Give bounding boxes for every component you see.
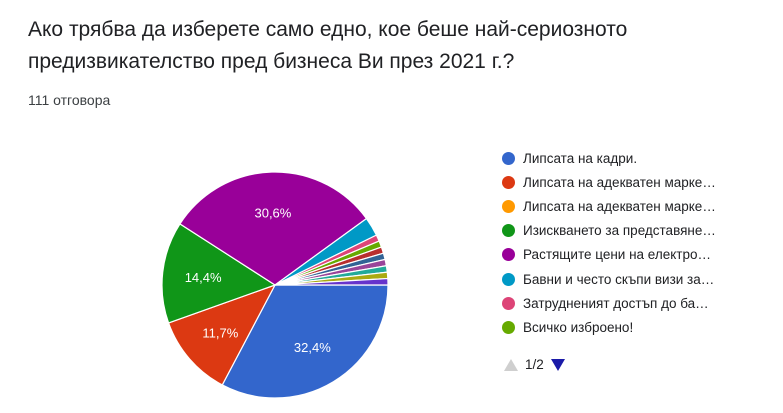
chart-legend: Липсата на кадри. Липсата на адекватен ма… [502, 146, 752, 340]
legend-item[interactable]: Растящите цени на електро… [502, 243, 752, 267]
legend-label: Изискването за представяне… [523, 223, 716, 239]
legend-label: Бавни и често скъпи визи за… [523, 271, 715, 287]
slice-label: 14,4% [185, 270, 222, 285]
legend-color-dot [502, 175, 515, 189]
legend-color-dot [502, 199, 515, 213]
legend-color-dot [502, 320, 515, 334]
legend-pager: 1/2 [504, 357, 565, 372]
legend-item[interactable]: Липсата на адекватен марке… [502, 194, 752, 218]
legend-label: Растящите цени на електро… [523, 247, 711, 263]
slice-label: 11,7% [202, 325, 238, 340]
slice-label: 30,6% [254, 206, 291, 221]
pie-slice[interactable] [274, 277, 389, 286]
question-title: Ако трябва да изберете само едно, кое бе… [28, 18, 628, 73]
legend-label: Затрудненият достъп до ба… [523, 295, 709, 311]
legend-label: Липсата на кадри. [523, 150, 638, 166]
legend-item[interactable]: Изискването за представяне… [502, 219, 752, 243]
pie-slice[interactable] [221, 284, 389, 399]
legend-color-dot [502, 296, 515, 310]
legend-item[interactable]: Липсата на адекватен марке… [502, 170, 752, 194]
legend-item[interactable]: Всичко изброено! [502, 315, 752, 339]
legend-label: Липсата на адекватен марке… [523, 174, 716, 190]
pie-slice[interactable] [179, 171, 368, 286]
legend-item[interactable]: Бавни и често скъпи визи за… [502, 267, 752, 291]
legend-item[interactable]: Липсата на кадри. [502, 146, 752, 170]
pie-chart: 32,4% 11,7% 14,4% 30,6% [161, 171, 389, 399]
pie-slice[interactable] [161, 223, 277, 324]
legend-color-dot [502, 272, 515, 286]
legend-color-dot [502, 151, 515, 165]
legend-color-dot [502, 224, 515, 238]
legend-label: Всичко изброено! [523, 319, 634, 335]
response-count: 111 отговора [28, 92, 111, 108]
pie-slice[interactable] [167, 283, 277, 386]
slice-label: 32,4% [294, 340, 331, 355]
legend-color-dot [502, 248, 515, 262]
triangle-up-icon[interactable] [504, 358, 518, 371]
legend-item[interactable]: Затрудненият достъп до ба… [502, 291, 752, 315]
legend-label: Липсата на адекватен марке… [523, 198, 716, 214]
pager-label: 1/2 [525, 357, 544, 372]
triangle-down-icon[interactable] [550, 358, 565, 371]
